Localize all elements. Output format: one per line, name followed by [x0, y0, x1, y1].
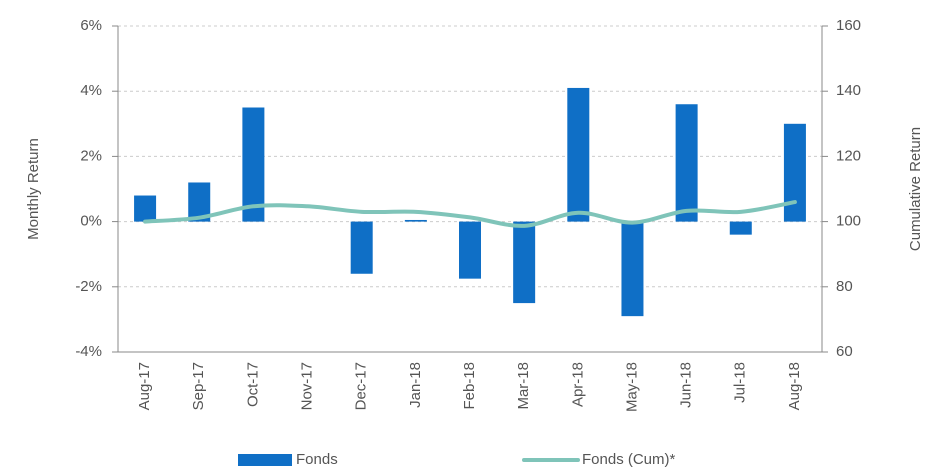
- y-tick-label: -4%: [75, 343, 102, 360]
- y2-tick-label: 80: [836, 278, 853, 295]
- bar: [350, 221, 373, 274]
- y2-tick-label: 160: [836, 17, 861, 34]
- bar: [621, 221, 644, 317]
- bar: [188, 182, 211, 222]
- x-tick-label: Aug-18: [786, 362, 803, 410]
- y2-tick-label: 60: [836, 343, 853, 360]
- bar: [729, 221, 752, 235]
- x-tick-label: Dec-17: [353, 362, 370, 410]
- x-tick-label: Nov-17: [299, 362, 316, 410]
- y-tick-label: 4%: [80, 82, 102, 99]
- bar: [675, 104, 698, 222]
- x-tick-label: Aug-17: [136, 362, 153, 410]
- y2-tick-label: 140: [836, 82, 861, 99]
- y2-axis-label: Cumulative Return: [907, 127, 924, 251]
- legend-label: Fonds (Cum)*: [582, 451, 676, 468]
- bar: [404, 219, 427, 222]
- x-tick-label: Sep-17: [190, 362, 207, 410]
- bar: [242, 107, 265, 222]
- line: [143, 200, 797, 228]
- bar: [783, 123, 806, 222]
- bar: [134, 195, 157, 222]
- x-tick-label: Apr-18: [569, 362, 586, 407]
- x-tick-label: Jan-18: [407, 362, 424, 408]
- y-tick-label: 2%: [80, 147, 102, 164]
- y-tick-label: 6%: [80, 17, 102, 34]
- y2-tick-label: 100: [836, 213, 861, 230]
- x-tick-label: Jun-18: [678, 362, 695, 408]
- y2-tick-label: 120: [836, 147, 861, 164]
- x-tick-label: Jul-18: [732, 362, 749, 403]
- legend-label: Fonds: [296, 451, 338, 468]
- x-tick-label: Mar-18: [515, 362, 532, 410]
- bar: [567, 87, 590, 222]
- bar: [513, 221, 536, 304]
- bar: [459, 221, 481, 279]
- y-tick-label: 0%: [80, 213, 102, 230]
- x-tick-label: Feb-18: [461, 362, 478, 410]
- x-tick-label: Oct-17: [244, 362, 261, 407]
- x-tick-label: May-18: [623, 362, 640, 412]
- y-axis-label: Monthly Return: [25, 138, 42, 240]
- legend-swatch: [238, 454, 292, 466]
- y-tick-label: -2%: [75, 278, 102, 295]
